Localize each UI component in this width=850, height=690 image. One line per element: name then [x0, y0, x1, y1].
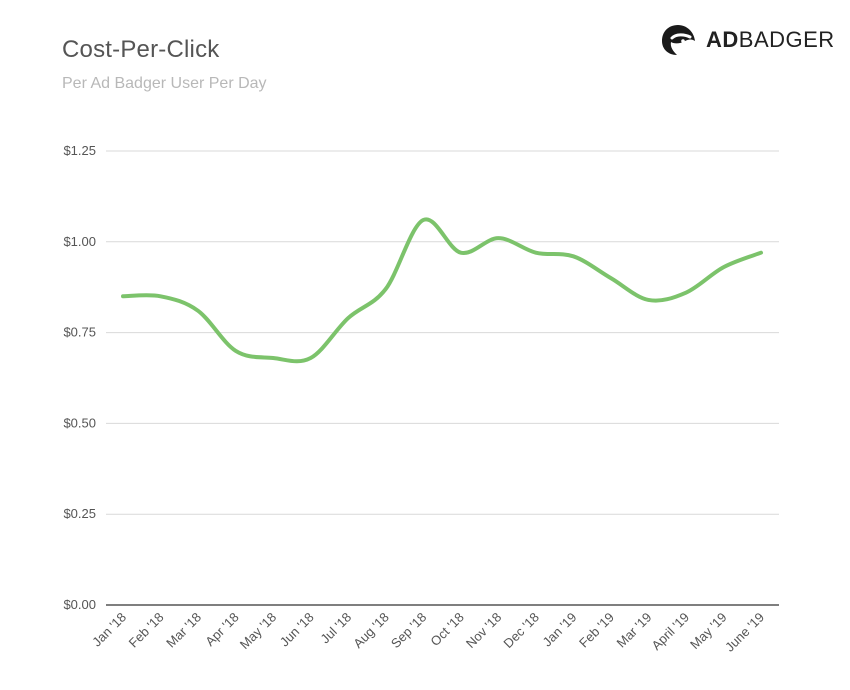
- y-tick-label: $1.25: [63, 143, 96, 158]
- x-tick-label: Mar '19: [614, 610, 655, 651]
- x-tick-label: Apr '18: [202, 610, 241, 649]
- y-tick-label: $0.50: [63, 415, 96, 430]
- x-tick-label: Jan '18: [89, 610, 129, 650]
- adbadger-logo: ADBADGER: [658, 20, 835, 60]
- badger-head-icon: [662, 25, 695, 55]
- x-tick-label: Aug '18: [350, 610, 391, 651]
- y-tick-label: $0.25: [63, 506, 96, 521]
- logo-wordmark: ADBADGER: [706, 27, 835, 52]
- x-tick-label: Mar '18: [163, 610, 204, 651]
- y-tick-label: $1.00: [63, 234, 96, 249]
- x-tick-label: Dec '18: [500, 610, 541, 651]
- chart-title: Cost-Per-Click: [62, 36, 220, 63]
- x-tick-label: Sep '18: [388, 610, 429, 651]
- x-tick-label: May '18: [237, 610, 280, 653]
- y-tick-label: $0.75: [63, 325, 96, 340]
- chart-subtitle: Per Ad Badger User Per Day: [62, 75, 267, 92]
- cpc-series-line: [121, 217, 763, 364]
- y-tick-label: $0.00: [63, 597, 96, 612]
- x-tick-label: Jan '19: [540, 610, 580, 650]
- x-tick-label: Feb '18: [126, 610, 167, 651]
- x-tick-label: Oct '18: [427, 610, 466, 649]
- x-tick-label: June '19: [722, 610, 767, 655]
- x-tick-label: April '19: [649, 610, 693, 654]
- x-tick-label: Feb '19: [576, 610, 617, 651]
- x-tick-label: Nov '18: [463, 610, 504, 651]
- x-tick-label: Jul '18: [317, 610, 354, 647]
- x-tick-label: Jun '18: [277, 610, 317, 650]
